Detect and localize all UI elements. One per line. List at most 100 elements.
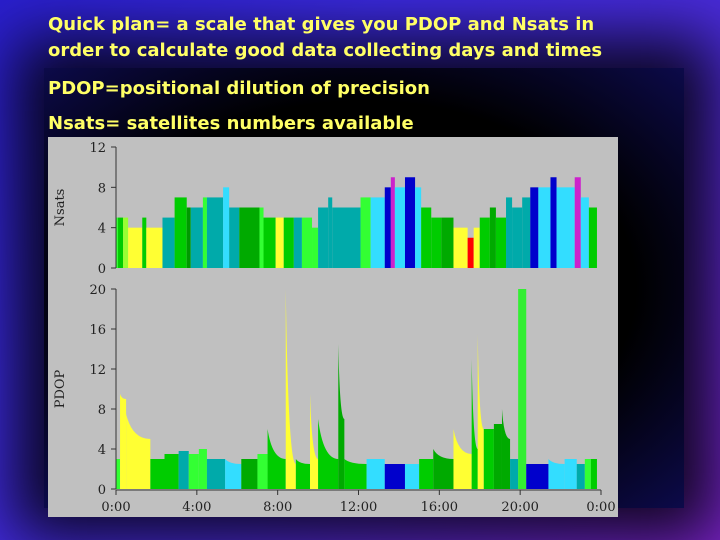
nsats-bar-28 bbox=[390, 177, 395, 268]
pdop-area-11 bbox=[257, 454, 268, 489]
slide-text-line-3: PDOP=positional dilution of precision bbox=[48, 78, 430, 99]
pdop-area-35 bbox=[576, 464, 585, 489]
pdop-area-13 bbox=[285, 289, 296, 489]
pdop-area-1 bbox=[120, 394, 127, 489]
pdop-area-28 bbox=[493, 424, 502, 489]
nsats-bar-44 bbox=[530, 187, 539, 268]
chart-panel: 0 4 8 12 Nsats 0 4 8 12 16 20 PDOP 0:00 4:00 8:00 12:00… bbox=[48, 137, 618, 517]
nsats-bar-15 bbox=[259, 207, 264, 268]
pdop-area-36 bbox=[584, 459, 591, 489]
pdop-area-5 bbox=[178, 451, 189, 489]
pdop-area-29 bbox=[501, 409, 511, 489]
x-tick-label-4: 16:00 bbox=[421, 500, 458, 515]
pdop-y-tick-label-2: 8 bbox=[98, 403, 106, 418]
nsats-plot bbox=[116, 177, 597, 268]
nsats-bar-18 bbox=[283, 217, 294, 268]
nsats-bar-3 bbox=[128, 227, 143, 268]
quick-plan-chart: 0 4 8 12 Nsats 0 4 8 12 16 20 PDOP 0:00 4:00 8:00 12:00… bbox=[53, 141, 616, 515]
pdop-area-23 bbox=[433, 449, 454, 489]
pdop-area-31 bbox=[518, 289, 527, 489]
pdop-area-25 bbox=[471, 359, 478, 489]
nsats-y-axis-label: Nsats bbox=[53, 189, 68, 227]
slide-text-line-2: order to calculate good data collecting … bbox=[48, 40, 603, 61]
nsats-bar-41 bbox=[506, 197, 513, 268]
nsats-bar-33 bbox=[431, 217, 442, 268]
pdop-area-8 bbox=[206, 459, 226, 489]
chart-axes: 0 4 8 12 Nsats 0 4 8 12 16 20 PDOP 0:00 4:00 8:00 12:00… bbox=[53, 141, 616, 515]
nsats-bar-42 bbox=[512, 207, 523, 268]
nsats-bar-25 bbox=[360, 197, 371, 268]
nsats-bar-26 bbox=[370, 197, 385, 268]
x-tick-label-5: 20:00 bbox=[501, 500, 538, 515]
nsats-bar-40 bbox=[495, 217, 507, 268]
nsats-bar-19 bbox=[293, 217, 302, 268]
pdop-area-17 bbox=[338, 344, 345, 489]
nsats-bar-36 bbox=[467, 237, 474, 268]
pdop-area-16 bbox=[318, 419, 339, 489]
pdop-plot bbox=[116, 289, 597, 489]
nsats-y-tick-label-2: 8 bbox=[98, 181, 106, 196]
pdop-y-tick-label-4: 16 bbox=[89, 323, 106, 338]
pdop-y-tick-label-1: 4 bbox=[98, 443, 106, 458]
pdop-y-tick-label-5: 20 bbox=[89, 283, 106, 298]
nsats-bar-11 bbox=[206, 197, 224, 268]
pdop-area-15 bbox=[310, 394, 319, 489]
nsats-bar-50 bbox=[588, 207, 597, 268]
pdop-area-33 bbox=[548, 459, 565, 489]
x-tick-label-6: 0:00 bbox=[586, 500, 615, 515]
pdop-area-30 bbox=[510, 459, 519, 489]
nsats-bar-4 bbox=[142, 217, 147, 268]
nsats-bar-32 bbox=[421, 207, 432, 268]
pdop-area-12 bbox=[267, 429, 286, 489]
nsats-bar-5 bbox=[146, 227, 163, 268]
nsats-bar-23 bbox=[328, 197, 333, 268]
pdop-area-20 bbox=[384, 464, 405, 489]
pdop-area-3 bbox=[150, 459, 165, 489]
x-tick-label-1: 4:00 bbox=[182, 500, 211, 515]
nsats-bar-29 bbox=[394, 187, 405, 268]
x-tick-label-0: 0:00 bbox=[101, 500, 130, 515]
pdop-y-tick-label-3: 12 bbox=[89, 363, 106, 378]
nsats-bar-45 bbox=[538, 187, 551, 268]
nsats-bar-16 bbox=[263, 217, 276, 268]
pdop-area-14 bbox=[295, 459, 310, 489]
pdop-y-axis-label: PDOP bbox=[53, 369, 68, 408]
pdop-area-9 bbox=[225, 459, 242, 489]
nsats-bar-7 bbox=[174, 197, 187, 268]
slide-text-line-4: Nsats= satellites numbers available bbox=[48, 113, 414, 134]
nsats-bar-43 bbox=[522, 197, 531, 268]
pdop-area-27 bbox=[483, 429, 494, 489]
nsats-bar-37 bbox=[473, 227, 480, 268]
nsats-bar-9 bbox=[190, 207, 203, 268]
nsats-bar-39 bbox=[489, 207, 496, 268]
nsats-bar-24 bbox=[332, 207, 361, 268]
pdop-area-7 bbox=[198, 449, 207, 489]
pdop-area-18 bbox=[344, 459, 367, 489]
nsats-bar-30 bbox=[404, 177, 416, 268]
nsats-bar-0 bbox=[116, 217, 119, 268]
nsats-bar-35 bbox=[453, 227, 468, 268]
nsats-bar-48 bbox=[574, 177, 581, 268]
nsats-bar-14 bbox=[239, 207, 260, 268]
pdop-area-19 bbox=[366, 459, 385, 489]
nsats-bar-34 bbox=[441, 217, 454, 268]
pdop-area-37 bbox=[590, 459, 597, 489]
x-tick-label-2: 8:00 bbox=[263, 500, 292, 515]
nsats-bar-20 bbox=[301, 217, 313, 268]
nsats-y-tick-label-1: 4 bbox=[98, 222, 106, 237]
nsats-bar-49 bbox=[580, 197, 589, 268]
nsats-bar-31 bbox=[415, 187, 422, 268]
nsats-bar-47 bbox=[556, 187, 575, 268]
nsats-bar-12 bbox=[223, 187, 230, 268]
pdop-area-34 bbox=[564, 459, 577, 489]
pdop-area-2 bbox=[126, 414, 151, 489]
nsats-bar-1 bbox=[118, 217, 124, 268]
pdop-area-21 bbox=[404, 464, 420, 489]
nsats-bar-2 bbox=[123, 217, 129, 268]
slide-text-line-1: Quick plan= a scale that gives you PDOP … bbox=[48, 14, 595, 35]
nsats-bar-17 bbox=[275, 217, 284, 268]
pdop-area-24 bbox=[453, 429, 472, 489]
nsats-bar-22 bbox=[318, 207, 329, 268]
nsats-y-tick-label-0: 0 bbox=[98, 262, 106, 277]
pdop-area-32 bbox=[526, 464, 549, 489]
